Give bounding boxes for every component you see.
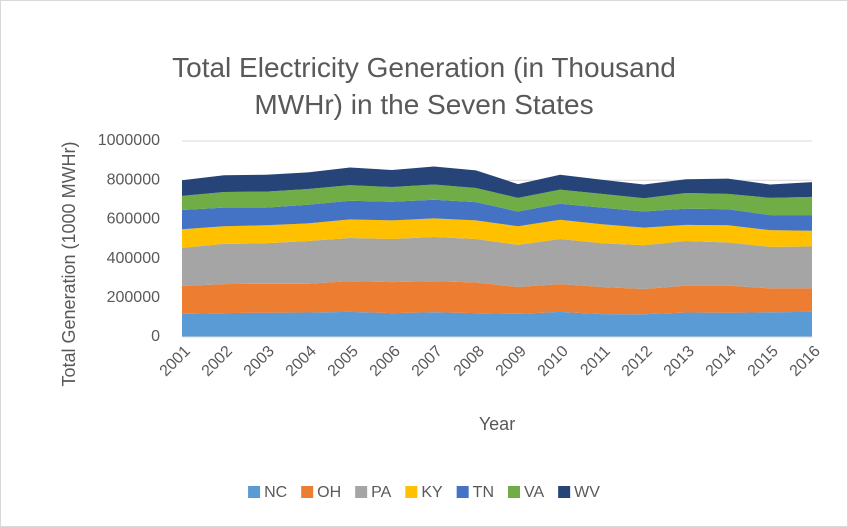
y-tick-label: 800000 (107, 171, 160, 188)
legend-swatch (248, 486, 261, 498)
legend-swatch (405, 486, 418, 498)
y-tick-label: 200000 (107, 289, 160, 306)
legend-label: KY (421, 484, 443, 501)
y-tick-label: 0 (151, 328, 160, 345)
legend-swatch (558, 486, 571, 498)
legend-label: OH (317, 484, 341, 501)
legend-label: VA (524, 484, 544, 501)
legend-swatch (301, 486, 314, 498)
y-axis-label: Total Generation (1000 MWHr) (59, 141, 79, 386)
y-tick-label: 400000 (107, 250, 160, 267)
legend-label: TN (473, 484, 494, 501)
area (182, 199, 812, 231)
area (182, 281, 812, 315)
area (182, 218, 812, 248)
legend-swatch (508, 486, 520, 498)
chart-title: Total Electricity Generation (in Thousan… (172, 52, 676, 120)
y-tick-label: 600000 (107, 211, 160, 228)
title-line: MWHr) in the Seven States (254, 89, 593, 120)
legend-swatch (355, 486, 368, 498)
area (182, 184, 812, 216)
x-axis-label: Year (479, 414, 515, 434)
legend-label: PA (371, 484, 391, 501)
title-line: Total Electricity Generation (in Thousan… (172, 52, 676, 83)
area (182, 237, 812, 289)
y-tick-label: 1000000 (98, 132, 160, 149)
legend-label: NC (264, 484, 287, 501)
legend: NC OH PA KY TN VA WV (248, 484, 600, 501)
area (182, 166, 812, 199)
legend-swatch (456, 486, 469, 498)
legend-label: WV (574, 484, 600, 501)
area (182, 311, 812, 337)
